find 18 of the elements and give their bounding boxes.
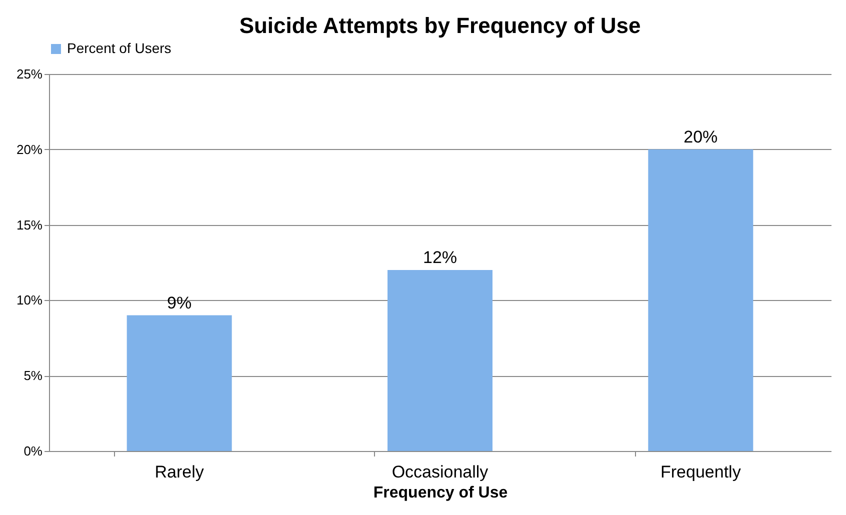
data-label: 12% xyxy=(422,248,458,268)
data-label: 20% xyxy=(684,127,718,146)
y-tick-label: 15% xyxy=(16,217,43,232)
bar xyxy=(126,315,232,451)
y-tick-label: 10% xyxy=(16,292,43,308)
y-tick-label: 5% xyxy=(24,368,43,384)
x-tick-label: Occasionally xyxy=(392,462,489,482)
y-tick-label: 0% xyxy=(24,444,43,458)
bar xyxy=(388,270,492,451)
data-label: 9% xyxy=(167,293,192,312)
x-axis-title: Frequency of Use xyxy=(373,484,508,502)
y-tick-label: 20% xyxy=(16,142,43,157)
x-tick-label: Rarely xyxy=(154,462,204,482)
legend-label: Percent of Users xyxy=(67,40,172,56)
y-tick-label: 25% xyxy=(16,66,43,82)
bar xyxy=(648,149,754,451)
chart-title: Suicide Attempts by Frequency of Use xyxy=(239,13,641,38)
x-tick-label: Frequently xyxy=(660,462,742,482)
